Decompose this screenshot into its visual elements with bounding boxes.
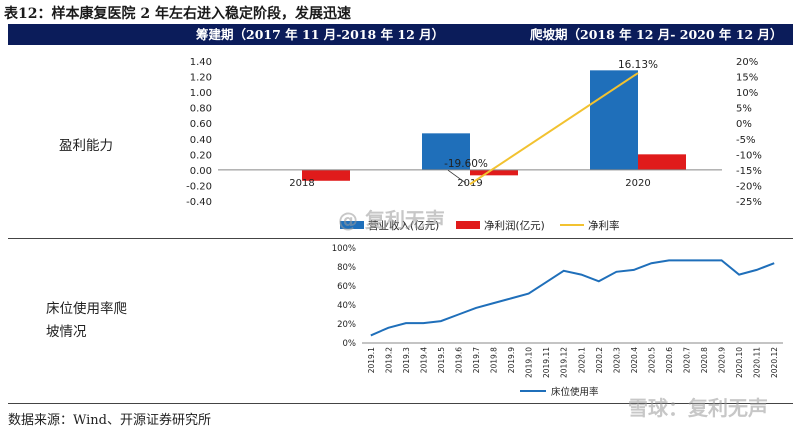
net-margin-label-2020: 16.13%	[618, 59, 658, 71]
x-axis-tick-label: 2019.6	[455, 347, 464, 373]
x-axis-tick-label: 2020.10	[735, 347, 744, 378]
y-axis-tick-label: 80%	[337, 263, 356, 273]
x-axis-tick-label: 2019.11	[542, 347, 551, 378]
x-axis-tick-label: 2020.9	[718, 347, 727, 373]
bed-usage-chart: 0% 20% 40% 60% 80% 100% 2019.1 2019.2 2019.3 2019…	[332, 244, 783, 398]
x-axis-tick-label: 2020.7	[683, 347, 692, 373]
revenue-bar	[590, 70, 638, 170]
row-separator	[8, 238, 793, 239]
x-axis-tick-label: 2020.5	[647, 347, 656, 373]
x-axis-tick-label: 2020.4	[630, 347, 639, 373]
x-axis-tick-label: 2019.9	[507, 347, 516, 373]
x-axis-tick-label: 2020.12	[770, 347, 779, 378]
y-axis-tick-label: 40%	[337, 301, 356, 311]
legend-label-net-profit: 净利润(亿元)	[484, 219, 545, 232]
header-stage-construction: 筹建期（2017 年 11 月-2018 年 12 月）	[196, 27, 445, 42]
legend-swatch-revenue	[340, 221, 364, 229]
revenue-bar	[422, 133, 470, 170]
right-axis-tick-label: 20%	[736, 57, 758, 68]
right-axis-tick-label: -15%	[736, 166, 762, 177]
source-note: 数据来源：Wind、开源证券研究所	[8, 413, 211, 428]
left-axis-tick-label: 0.20	[190, 150, 212, 161]
row-label-bed-usage-2: 坡情况	[46, 324, 87, 340]
left-axis-tick-label: 1.00	[190, 88, 212, 99]
right-axis-tick-label: 0%	[736, 119, 752, 130]
net-profit-bar	[470, 169, 518, 176]
y-axis-tick-label: 60%	[337, 282, 356, 292]
left-axis-tick-label: 1.20	[190, 73, 212, 84]
x-axis-tick-label: 2019.12	[560, 347, 569, 378]
x-axis-tick-label: 2019.7	[472, 347, 481, 373]
x-axis-tick-label: 2020.11	[753, 347, 762, 378]
left-axis-tick-label: -0.40	[186, 197, 212, 208]
annotation-leader	[447, 169, 467, 184]
net-profit-bar	[302, 169, 350, 181]
legend-label-net-margin: 净利率	[588, 219, 620, 232]
category-label: 2020	[625, 178, 650, 189]
y-axis-tick-label: 20%	[337, 320, 356, 330]
watermark: @ 复利无声	[338, 208, 445, 232]
left-axis-tick-label: 0.00	[190, 166, 212, 177]
header-bar	[8, 24, 793, 45]
table-title: 表12：样本康复医院 2 年左右进入稳定阶段，发展迅速	[4, 6, 351, 22]
x-axis-tick-label: 2019.3	[402, 347, 411, 373]
y-axis-tick-label: 0%	[343, 339, 357, 349]
x-axis-tick-label: 2019.10	[525, 347, 534, 378]
legend-label-bed-usage: 床位使用率	[551, 386, 599, 398]
x-axis-tick-label: 2019.4	[419, 347, 428, 373]
left-axis-tick-label: 1.40	[190, 57, 212, 68]
right-axis-tick-label: 10%	[736, 88, 758, 99]
x-axis-tick-label: 2019.5	[437, 347, 446, 373]
net-margin-label-2019: -19.60%	[444, 158, 488, 170]
row-label-profitability: 盈利能力	[59, 138, 113, 154]
y-axis-tick-label: 100%	[332, 244, 356, 254]
x-axis-tick-label: 2020.3	[612, 347, 621, 373]
watermark-2: 雪球：复利无声	[628, 396, 768, 420]
right-axis-tick-label: -20%	[736, 181, 762, 192]
right-axis-tick-label: -25%	[736, 197, 762, 208]
left-axis-tick-label: 0.40	[190, 135, 212, 146]
legend-swatch-net-profit	[456, 221, 480, 229]
x-axis-tick-label: 2020.8	[700, 347, 709, 373]
right-axis-tick-label: -5%	[736, 135, 755, 146]
x-axis-tick-label: 2020.2	[595, 347, 604, 373]
table-bottom-line	[8, 403, 793, 404]
x-axis-tick-label: 2020.1	[577, 347, 586, 373]
x-axis-tick-label: 2019.1	[367, 347, 376, 373]
right-axis-tick-label: -10%	[736, 150, 762, 161]
right-axis-tick-label: 5%	[736, 104, 752, 115]
left-axis-tick-label: 0.80	[190, 104, 212, 115]
header-stage-ramp-up: 爬坡期（2018 年 12 月- 2020 年 12 月）	[530, 27, 783, 42]
legend-label-revenue: 营业收入(亿元)	[368, 219, 439, 232]
category-label: 2018	[289, 178, 314, 189]
right-axis-tick-label: 15%	[736, 73, 758, 84]
net-profit-bar	[638, 154, 686, 170]
bed-usage-line	[370, 259, 775, 337]
net-margin-line	[469, 72, 639, 186]
left-axis-tick-label: 0.60	[190, 119, 212, 130]
left-axis-tick-label: -0.20	[186, 181, 212, 192]
x-axis-tick-label: 2019.8	[490, 347, 499, 373]
profitability-chart: -0.40 -0.20 0.00 0.20 0.40 0.60 0.80 1.00 1.20 1.…	[186, 57, 762, 232]
row-label-bed-usage-1: 床位使用率爬	[46, 301, 127, 317]
x-axis-tick-label: 2019.2	[384, 347, 393, 373]
x-axis-tick-label: 2020.6	[665, 347, 674, 373]
